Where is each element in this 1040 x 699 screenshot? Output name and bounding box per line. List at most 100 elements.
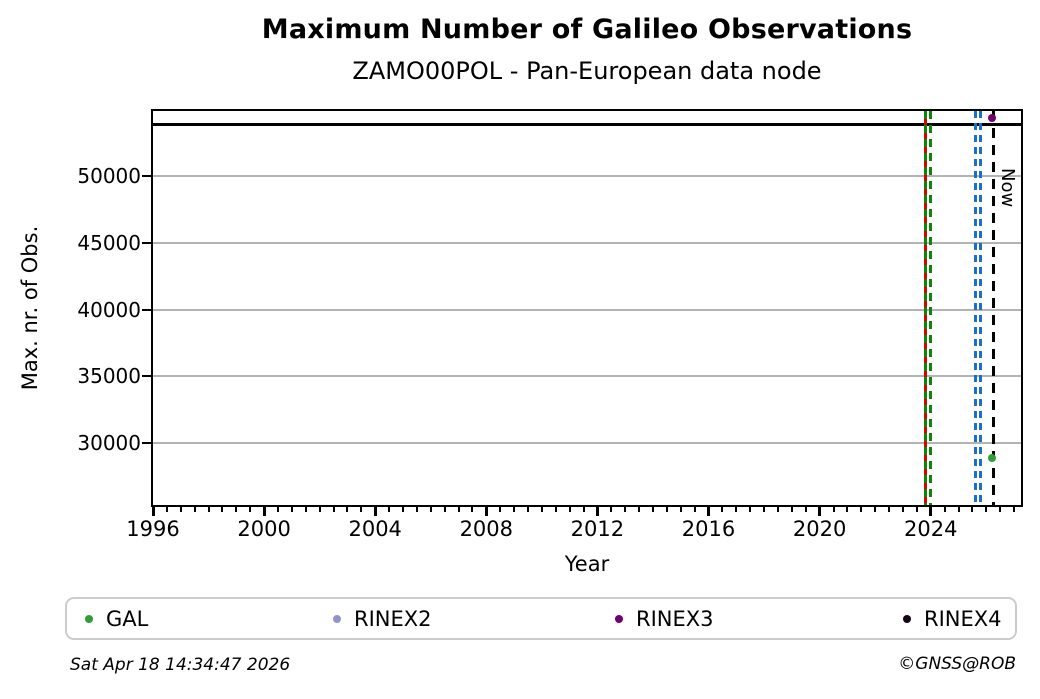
x-minor-tick	[429, 507, 432, 512]
x-minor-tick	[346, 507, 349, 512]
x-tick-label: 2008	[459, 517, 514, 541]
y-axis-label: Max. nr. of Obs.	[18, 225, 42, 391]
x-tick-label: 2016	[681, 517, 736, 541]
x-tick-label: 2000	[237, 517, 291, 541]
x-minor-tick	[388, 507, 391, 512]
x-minor-tick	[179, 507, 182, 512]
x-tick-label: 2004	[348, 517, 402, 541]
plot-area: 30000 35000 40000 45000 50000 1996 2000 2004 200…	[77, 109, 1023, 541]
legend-box: GAL RINEX2 RINEX3 RINEX4	[65, 597, 1017, 640]
x-minor-tick	[443, 507, 446, 512]
x-minor-tick	[513, 507, 516, 512]
y-tick-mark	[142, 375, 151, 378]
x-minor-tick	[554, 507, 557, 512]
x-minor-tick	[193, 507, 196, 512]
legend-label: RINEX3	[636, 606, 714, 631]
x-minor-tick	[943, 507, 946, 512]
x-minor-tick	[457, 507, 460, 512]
x-minor-tick	[693, 507, 696, 512]
legend-item-gal: GAL	[85, 599, 148, 638]
legend-label: RINEX4	[924, 606, 1002, 631]
y-tick-label: 30000	[77, 431, 141, 455]
rinex2-marker-icon	[333, 614, 341, 623]
rinex3-data-point	[987, 114, 996, 123]
y-gridline	[153, 375, 1021, 378]
x-major-tick	[262, 507, 266, 516]
x-major-tick	[818, 507, 822, 516]
y-tick-label: 35000	[77, 364, 141, 389]
rinex4-marker-icon	[903, 614, 911, 623]
x-minor-tick	[249, 507, 252, 512]
y-tick-mark	[142, 242, 151, 244]
blue-event-line-1	[973, 111, 977, 505]
x-minor-tick	[499, 507, 502, 512]
now-line-label: Now	[997, 168, 1019, 208]
x-minor-tick	[971, 507, 974, 512]
x-major-tick	[373, 507, 377, 516]
blue-event-line-2	[979, 111, 983, 505]
x-minor-tick	[221, 507, 224, 512]
y-tick-mark	[142, 308, 151, 311]
legend-item-rinex2: RINEX2	[333, 599, 432, 638]
x-minor-tick	[304, 507, 307, 512]
x-minor-tick	[846, 507, 849, 512]
x-minor-tick	[624, 507, 627, 512]
green-event-line-2	[929, 111, 933, 505]
x-major-tick	[707, 507, 711, 516]
x-minor-tick	[874, 507, 877, 512]
credit-text: ©GNSS@ROB	[898, 654, 1016, 674]
x-minor-tick	[915, 507, 918, 512]
x-minor-tick	[957, 507, 960, 512]
legend-item-rinex3: RINEX3	[615, 599, 714, 638]
y-tick-label: 45000	[77, 231, 141, 255]
green-event-line-1	[923, 111, 927, 505]
x-major-tick	[929, 507, 933, 516]
x-minor-tick	[526, 507, 529, 512]
x-minor-tick	[401, 507, 404, 512]
x-tick-label: 2012	[570, 517, 625, 541]
x-minor-tick	[471, 507, 474, 512]
rinex3-marker-icon	[615, 614, 623, 623]
gal-marker-icon	[85, 614, 93, 623]
x-minor-tick	[888, 507, 891, 512]
x-minor-tick	[832, 507, 835, 512]
y-tick-label: 50000	[77, 164, 141, 189]
y-tick-label: 40000	[77, 297, 141, 322]
x-minor-tick	[540, 507, 543, 512]
x-minor-tick	[276, 507, 279, 512]
x-tick-label: 2024	[903, 517, 958, 541]
x-minor-tick	[860, 507, 863, 512]
x-axis-label: Year	[564, 552, 610, 576]
x-minor-tick	[804, 507, 807, 512]
x-minor-tick	[235, 507, 238, 512]
y-gridline	[153, 242, 1021, 244]
now-line	[991, 111, 995, 505]
y-gridline	[153, 175, 1021, 178]
x-major-tick	[484, 507, 488, 516]
x-minor-tick	[360, 507, 363, 512]
x-minor-tick	[318, 507, 321, 512]
x-minor-tick	[290, 507, 293, 512]
x-minor-tick	[332, 507, 335, 512]
x-minor-tick	[901, 507, 904, 512]
x-minor-tick	[776, 507, 779, 512]
x-minor-tick	[665, 507, 668, 512]
x-minor-tick	[568, 507, 571, 512]
x-minor-tick	[735, 507, 738, 512]
x-minor-tick	[749, 507, 752, 512]
x-tick-label: 1996	[126, 517, 180, 541]
y-tick-mark	[142, 442, 151, 444]
timestamp-text: Sat Apr 18 14:34:47 2026	[70, 655, 291, 675]
gal-data-point	[987, 453, 996, 462]
y-gridline	[153, 442, 1021, 444]
x-minor-tick	[763, 507, 766, 512]
chart-subtitle: ZAMO00POL - Pan-European data node	[352, 57, 822, 85]
x-tick-label: 2020	[792, 517, 847, 541]
x-major-tick	[595, 507, 599, 516]
y-tick-mark	[142, 175, 151, 178]
x-minor-tick	[651, 507, 654, 512]
x-minor-tick	[638, 507, 641, 512]
x-major-tick	[151, 507, 155, 516]
x-minor-tick	[790, 507, 793, 512]
